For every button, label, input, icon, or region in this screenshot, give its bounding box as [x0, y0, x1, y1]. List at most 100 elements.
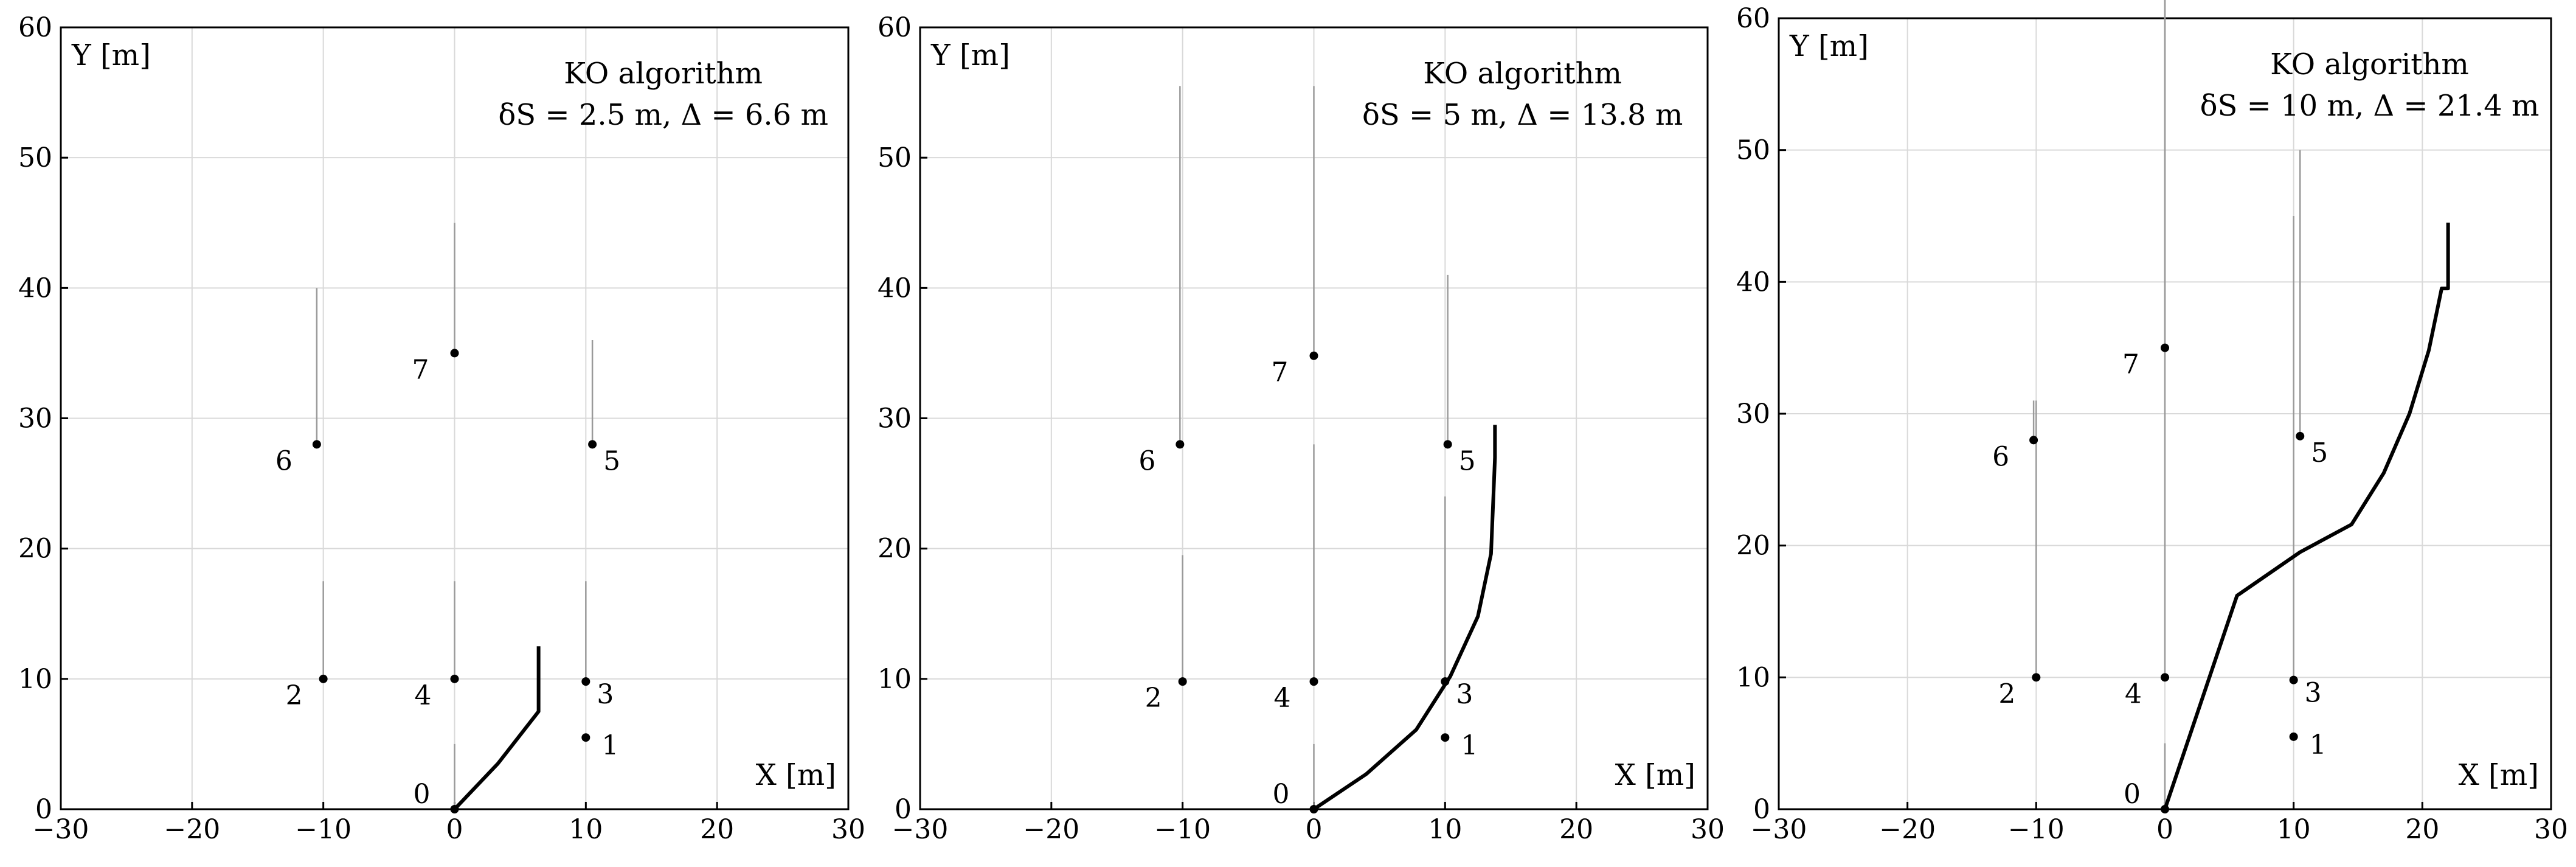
point-label-5: 5: [603, 445, 620, 476]
chart-title: KO algorithm: [2270, 47, 2469, 82]
y-axis-label: Y [m]: [1789, 29, 1869, 63]
y-tick-label: 20: [1736, 531, 1770, 562]
object-point-2: [319, 674, 328, 683]
y-tick-label: 40: [18, 273, 52, 304]
object-point-6: [312, 440, 321, 449]
x-tick-label: −20: [1023, 814, 1079, 845]
object-point-5: [588, 440, 597, 449]
object-point-4: [450, 674, 459, 683]
x-tick-label: 20: [1559, 814, 1593, 845]
object-point-7: [2161, 343, 2169, 352]
object-point-5: [2296, 431, 2305, 440]
point-label-0: 0: [2124, 779, 2141, 810]
chart-subtitle: δS = 5 m, Δ = 13.8 m: [1362, 98, 1683, 132]
x-tick-label: −20: [1879, 814, 1936, 845]
x-tick-label: −10: [295, 814, 351, 845]
object-point-7: [450, 349, 459, 358]
x-tick-label: 10: [1428, 814, 1462, 845]
point-label-6: 6: [1138, 445, 1155, 476]
x-tick-label: −10: [2008, 814, 2065, 845]
y-tick-label: 40: [878, 273, 912, 304]
y-tick-label: 40: [1736, 266, 1770, 298]
chart-title: KO algorithm: [1423, 57, 1622, 91]
point-label-2: 2: [1998, 678, 2015, 709]
y-tick-label: 0: [35, 794, 52, 825]
x-tick-label: 10: [569, 814, 603, 845]
own-ship-path: [453, 646, 541, 811]
point-label-0: 0: [1273, 779, 1290, 810]
x-tick-label: −20: [164, 814, 220, 845]
x-tick-label: −10: [1154, 814, 1211, 845]
y-tick-label: 10: [18, 664, 52, 695]
object-point-6: [1175, 440, 1185, 449]
x-axis-label: X [m]: [756, 758, 836, 792]
x-tick-label: 20: [700, 814, 734, 845]
point-label-3: 3: [2305, 678, 2322, 709]
y-tick-label: 60: [1736, 3, 1770, 34]
y-tick-label: 10: [1736, 662, 1770, 693]
own-ship-path: [1312, 425, 1497, 811]
x-tick-label: 30: [1691, 814, 1725, 845]
chart-subtitle: δS = 10 m, Δ = 21.4 m: [2200, 89, 2540, 123]
point-label-3: 3: [597, 679, 614, 710]
y-tick-label: 50: [18, 142, 52, 173]
point-label-2: 2: [286, 680, 303, 711]
point-label-1: 1: [601, 730, 618, 761]
x-tick-label: 10: [2277, 814, 2311, 845]
chart-title: KO algorithm: [564, 57, 763, 91]
point-label-4: 4: [1274, 683, 1291, 714]
y-axis-label: Y [m]: [71, 38, 151, 72]
y-tick-label: 60: [18, 12, 52, 43]
x-tick-label: 20: [2405, 814, 2439, 845]
y-tick-label: 30: [1736, 399, 1770, 430]
x-tick-label: 0: [1306, 814, 1323, 845]
x-tick-label: −30: [33, 814, 89, 845]
chart-subtitle: δS = 2.5 m, Δ = 6.6 m: [498, 98, 828, 132]
object-point-0: [1309, 805, 1318, 813]
y-tick-label: 0: [895, 794, 912, 825]
object-point-4: [1309, 677, 1318, 686]
object-point-1: [581, 733, 590, 742]
point-label-0: 0: [414, 779, 431, 810]
y-tick-label: 10: [878, 664, 912, 695]
x-tick-label: 0: [446, 814, 463, 845]
point-label-6: 6: [275, 445, 293, 476]
point-label-4: 4: [415, 680, 432, 711]
y-tick-label: 0: [1753, 794, 1770, 825]
object-point-5: [1443, 440, 1452, 449]
point-label-5: 5: [2311, 437, 2328, 468]
object-point-2: [2032, 673, 2041, 682]
object-point-1: [1441, 733, 1450, 742]
object-point-3: [581, 677, 590, 686]
y-tick-label: 50: [878, 142, 912, 173]
x-tick-label: 30: [831, 814, 865, 845]
y-tick-label: 30: [18, 403, 52, 434]
point-label-7: 7: [412, 354, 429, 385]
x-tick-label: −30: [1751, 814, 1807, 845]
y-tick-label: 20: [878, 534, 912, 565]
point-label-7: 7: [1272, 357, 1289, 388]
object-point-3: [2289, 675, 2298, 684]
point-label-3: 3: [1456, 679, 1473, 710]
object-point-4: [2161, 673, 2169, 682]
object-point-7: [1309, 351, 1318, 360]
y-axis-label: Y [m]: [930, 38, 1010, 72]
y-tick-label: 30: [878, 403, 912, 434]
y-tick-label: 50: [1736, 135, 1770, 166]
object-point-3: [1441, 677, 1450, 686]
point-label-1: 1: [1461, 730, 1478, 761]
x-axis-label: X [m]: [1615, 758, 1695, 792]
x-tick-label: 0: [2156, 814, 2173, 845]
object-point-2: [1178, 677, 1187, 686]
x-tick-label: 30: [2534, 814, 2568, 845]
point-label-2: 2: [1145, 683, 1162, 714]
point-label-7: 7: [2122, 349, 2139, 380]
x-tick-label: −30: [892, 814, 949, 845]
object-point-0: [450, 805, 459, 813]
object-point-6: [2029, 436, 2038, 445]
x-axis-label: X [m]: [2459, 758, 2539, 792]
point-label-4: 4: [2125, 678, 2142, 709]
object-point-1: [2289, 732, 2298, 741]
